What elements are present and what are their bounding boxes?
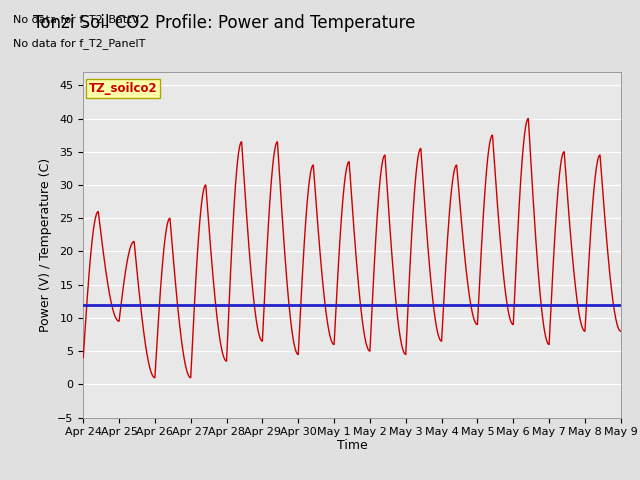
Text: TZ_soilco2: TZ_soilco2	[88, 83, 157, 96]
Text: No data for f_T2_PanelT: No data for f_T2_PanelT	[13, 38, 145, 49]
Text: Tonzi Soil CO2 Profile: Power and Temperature: Tonzi Soil CO2 Profile: Power and Temper…	[33, 14, 415, 33]
Text: No data for f_T2_BattV: No data for f_T2_BattV	[13, 14, 139, 25]
Y-axis label: Power (V) / Temperature (C): Power (V) / Temperature (C)	[38, 158, 52, 332]
X-axis label: Time: Time	[337, 439, 367, 452]
